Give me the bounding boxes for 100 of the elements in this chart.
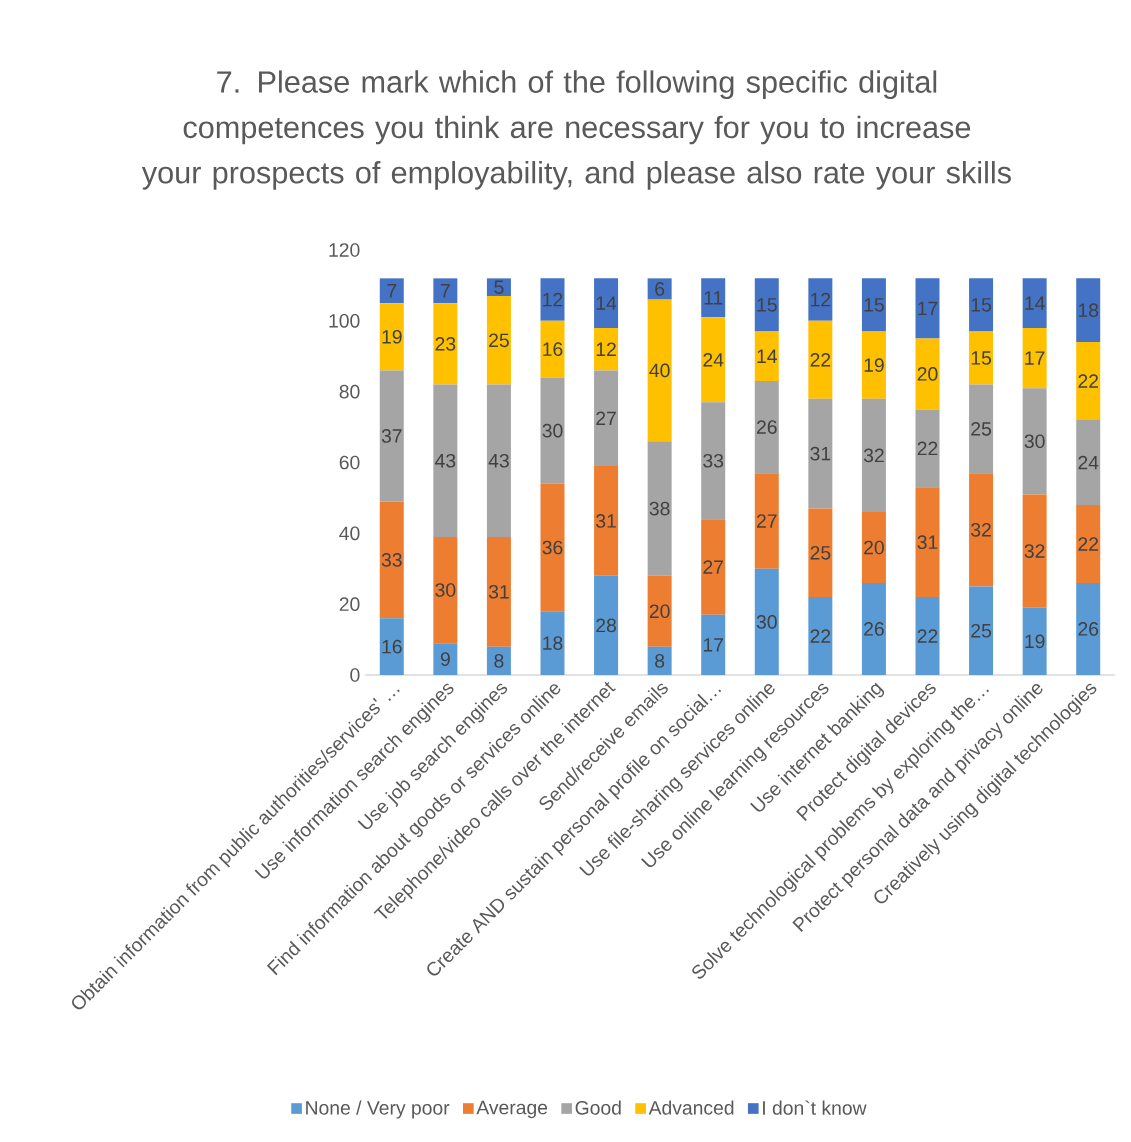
bar	[594, 575, 619, 676]
bar	[1022, 388, 1047, 495]
data-label: 32	[863, 448, 884, 463]
bar	[1076, 278, 1101, 343]
data-label: 38	[649, 501, 670, 516]
bar	[540, 483, 565, 612]
bar	[754, 381, 779, 474]
data-label: 24	[1078, 455, 1099, 470]
data-label: 22	[810, 353, 831, 367]
bar	[647, 278, 672, 300]
bar	[1022, 494, 1047, 608]
data-label: 12	[811, 292, 831, 307]
data-label: 15	[864, 298, 884, 312]
data-label: 37	[381, 429, 402, 443]
bar	[701, 317, 726, 403]
data-label: 15	[971, 298, 992, 312]
bar	[808, 398, 833, 509]
data-label: 17	[918, 301, 938, 316]
data-label: 7	[440, 284, 450, 298]
bar	[1022, 327, 1047, 389]
bar	[1076, 505, 1101, 583]
bar	[861, 331, 886, 399]
bar	[808, 508, 833, 598]
data-label: 22	[917, 629, 938, 643]
data-label: 14	[1025, 296, 1045, 310]
bar	[486, 536, 511, 647]
bar	[701, 519, 726, 615]
bar	[915, 487, 940, 598]
data-label: 25	[489, 333, 509, 348]
data-label: 16	[382, 639, 402, 654]
data-label: 25	[971, 623, 992, 638]
data-label: 12	[543, 292, 563, 307]
data-label: 31	[596, 514, 616, 528]
data-label: 22	[1078, 537, 1098, 551]
data-label: 31	[810, 446, 831, 461]
y-tick-label: 80	[339, 384, 360, 399]
data-label: 20	[649, 604, 670, 619]
data-label: 26	[864, 622, 884, 636]
bar	[379, 618, 404, 676]
data-label: 31	[488, 584, 509, 599]
legend-label: Good	[575, 1100, 621, 1115]
data-label: 43	[488, 453, 509, 468]
bar	[754, 473, 779, 569]
data-label: 36	[542, 540, 563, 555]
bar	[969, 384, 994, 474]
bar	[486, 296, 511, 385]
data-label: 8	[655, 653, 665, 668]
bar	[808, 597, 833, 676]
bar	[808, 320, 833, 399]
data-label: 30	[542, 423, 563, 438]
data-label: 16	[543, 342, 563, 357]
data-label: 26	[757, 420, 777, 434]
bar	[861, 278, 886, 332]
data-label: 27	[703, 560, 723, 574]
data-label: 30	[756, 615, 777, 629]
bar	[379, 278, 404, 304]
bar	[861, 398, 886, 513]
data-label: 9	[440, 652, 450, 666]
bar	[540, 278, 565, 321]
bar	[647, 575, 672, 647]
data-label: 17	[703, 638, 723, 652]
bar	[754, 568, 779, 676]
data-label: 28	[596, 618, 616, 633]
data-label: 40	[649, 363, 670, 378]
data-label: 19	[382, 329, 402, 344]
data-label: 6	[655, 282, 665, 296]
bar	[915, 597, 940, 676]
bar	[433, 278, 458, 304]
data-label: 22	[810, 629, 831, 643]
y-tick-label: 40	[339, 526, 360, 541]
data-label: 27	[596, 411, 616, 425]
data-label: 18	[543, 636, 563, 650]
data-label: 22	[1078, 374, 1098, 388]
bar	[1076, 342, 1101, 421]
data-label: 14	[757, 349, 777, 363]
y-tick-label: 100	[329, 313, 360, 328]
bar	[969, 278, 994, 332]
data-label: 15	[971, 351, 992, 365]
data-label: 30	[1024, 434, 1045, 449]
bar	[594, 327, 619, 371]
data-label: 17	[1025, 351, 1045, 365]
bar	[754, 278, 779, 332]
bar	[433, 643, 458, 676]
bar	[969, 331, 994, 385]
y-tick-label: 0	[350, 668, 360, 682]
bar	[540, 377, 565, 484]
data-label: 25	[971, 422, 992, 436]
data-label: 7	[387, 284, 397, 298]
data-label: 33	[381, 553, 402, 567]
bar	[594, 278, 619, 328]
bar	[808, 278, 833, 321]
bar	[540, 320, 565, 378]
data-label: 43	[435, 453, 456, 468]
bar	[486, 646, 511, 676]
bar	[594, 370, 619, 467]
bar	[647, 299, 672, 442]
bar	[861, 512, 886, 583]
legend-label: Advanced	[648, 1100, 734, 1115]
bar	[540, 611, 565, 676]
bar	[379, 501, 404, 619]
